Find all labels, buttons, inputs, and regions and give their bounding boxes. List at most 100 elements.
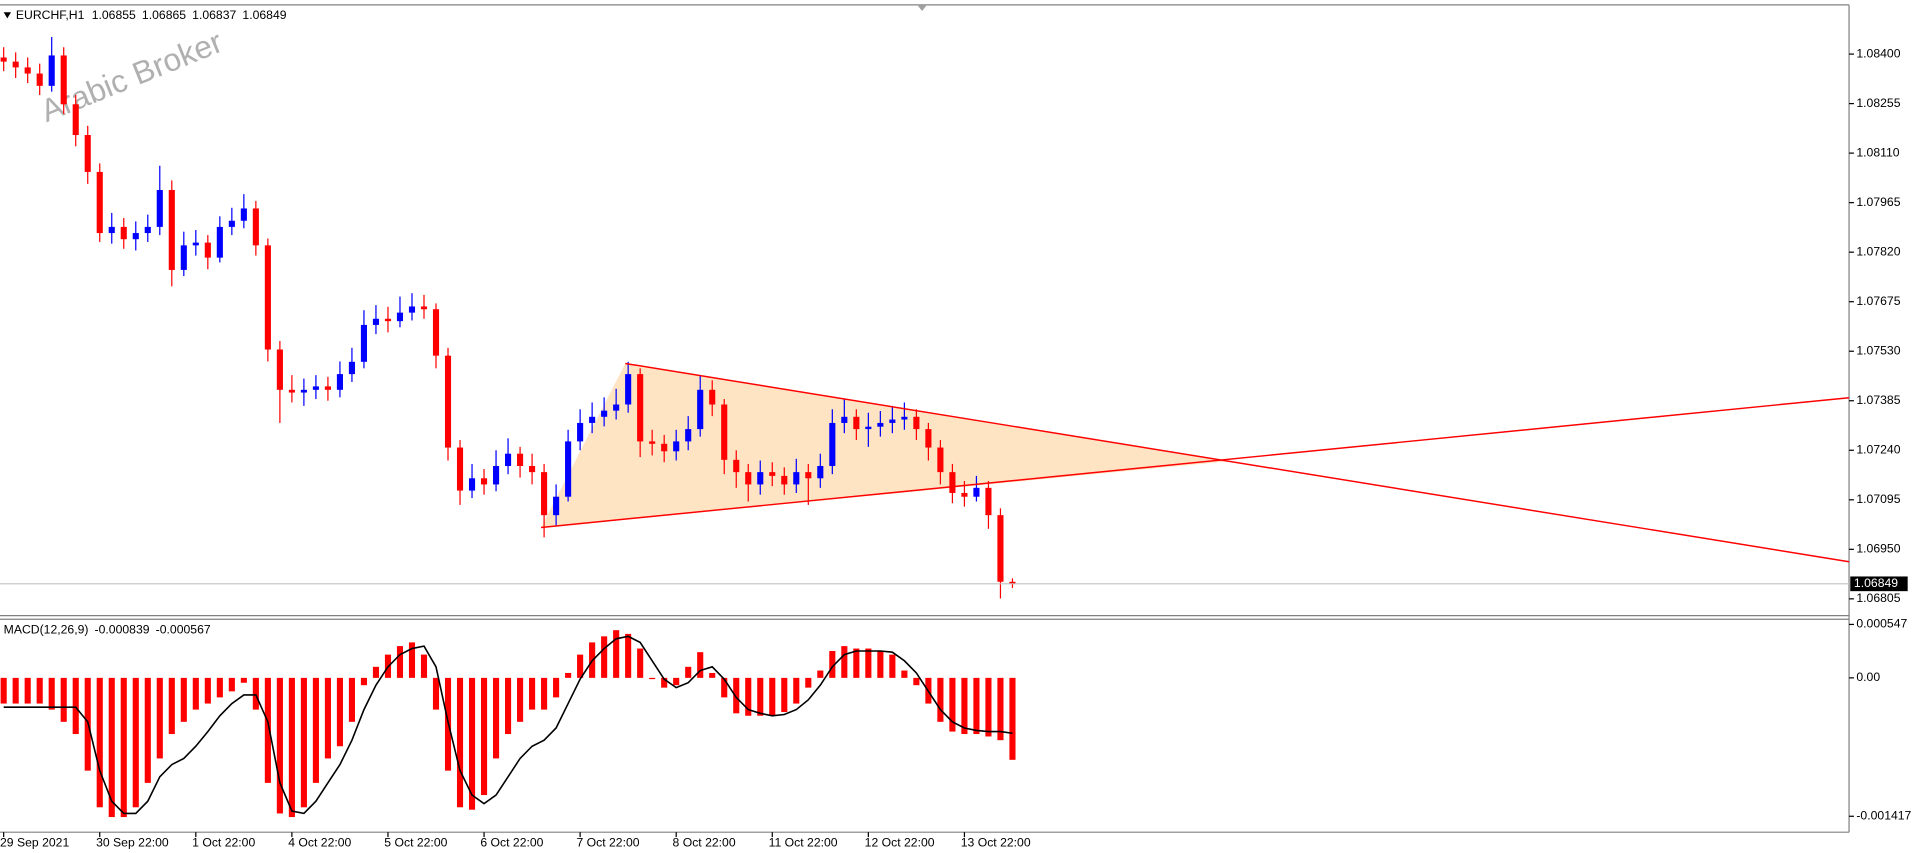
open-value: 1.06855: [92, 8, 136, 22]
candle-body: [192, 242, 199, 246]
macd-bar: [180, 677, 187, 722]
macd-bar: [601, 636, 608, 678]
trendline: [625, 362, 1850, 563]
y-tick-label: 1.08255: [1856, 96, 1900, 110]
macd-bar: [805, 677, 812, 688]
indicator-title: MACD(12,26,9): [4, 622, 89, 636]
x-tick-label: 5 Oct 22:00: [384, 835, 447, 849]
macd-bar: [661, 677, 668, 688]
x-tick-label: 7 Oct 22:00: [576, 835, 639, 849]
candle-body: [961, 492, 968, 497]
macd-bar: [757, 677, 764, 716]
candle-body: [865, 426, 872, 430]
candle-body: [288, 389, 295, 393]
candle-body: [901, 416, 908, 420]
candle-body: [144, 226, 151, 234]
candle-body: [913, 416, 920, 430]
x-tick-label: 4 Oct 22:00: [288, 835, 351, 849]
candle-body: [12, 61, 19, 68]
candle-body: [517, 453, 524, 466]
macd-bar: [36, 677, 43, 704]
y-tick-label: 1.07965: [1856, 195, 1900, 209]
candle-body: [565, 441, 572, 497]
candle-body: [96, 171, 103, 234]
candle-body: [240, 208, 247, 221]
macd-bar: [673, 677, 680, 686]
x-tick-label: 6 Oct 22:00: [480, 835, 543, 849]
macd-bar: [24, 677, 31, 704]
macd-bar: [120, 677, 127, 818]
candle-body: [300, 389, 307, 393]
candle-body: [649, 441, 656, 444]
close-value: 1.06849: [242, 8, 286, 22]
y-tick-label: 1.06805: [1856, 591, 1900, 605]
macd-bar: [853, 648, 860, 678]
macd-bar: [745, 677, 752, 716]
menu-arrow[interactable]: [3, 12, 11, 19]
high-value: 1.06865: [142, 8, 186, 22]
chart-header: EURCHF,H1 1.06855 1.06865 1.06837 1.06849: [16, 8, 287, 22]
macd-bar: [877, 650, 884, 678]
macd-bar: [60, 677, 67, 722]
candle-body: [1009, 581, 1016, 584]
macd-bar: [565, 672, 572, 678]
macd-bar: [132, 677, 139, 808]
candle-body: [216, 226, 223, 258]
macd-bar: [913, 677, 920, 686]
candle-body: [0, 57, 7, 62]
macd-bar: [312, 677, 319, 783]
macd-bar: [865, 648, 872, 678]
macd-bar: [697, 652, 704, 678]
y-tick-label: 1.07530: [1856, 343, 1900, 357]
macd-bar: [480, 677, 488, 796]
macd-bar: [541, 677, 548, 710]
candle-body: [793, 472, 800, 485]
x-tick-label: 13 Oct 22:00: [961, 835, 1031, 849]
macd-bar: [204, 677, 211, 704]
macd-bar: [769, 677, 776, 716]
macd-bar: [264, 677, 271, 783]
price-layer: 1.08400 1.08255 1.08110 1.07965 1.07820 1.076…: [0, 37, 1908, 605]
macd-bar: [625, 633, 632, 678]
macd-bar: [432, 677, 440, 710]
candle-body: [841, 416, 848, 423]
low-value: 1.06837: [192, 8, 236, 22]
candle-body: [228, 220, 235, 227]
macd-bar: [577, 654, 584, 678]
x-tick-label: 8 Oct 22:00: [673, 835, 736, 849]
candle-body: [997, 515, 1004, 582]
candle-body: [637, 374, 644, 442]
y-tick-label: 1.07820: [1856, 244, 1900, 258]
macd-bar: [937, 677, 944, 722]
macd-bar: [889, 654, 896, 678]
macd-bar: [108, 677, 115, 818]
macd-bar: [144, 677, 151, 783]
macd-bar: [505, 677, 512, 735]
macd-bar: [372, 666, 380, 678]
macd-bar: [468, 677, 476, 810]
candle-body: [480, 478, 488, 485]
candle-body: [324, 386, 331, 390]
macd-bar: [96, 677, 103, 808]
candle-body: [577, 422, 584, 442]
candle-body: [384, 318, 392, 322]
candle-body: [420, 306, 428, 310]
candle-body: [180, 245, 187, 270]
candle-body: [625, 374, 632, 405]
last-price-box: [1850, 576, 1908, 592]
candle-body: [613, 404, 620, 411]
candle-body: [168, 190, 175, 270]
macd-bar: [252, 677, 259, 710]
candle-body: [673, 441, 680, 452]
macd-bar: [517, 677, 524, 722]
candle-body: [120, 226, 127, 240]
candle-body: [72, 104, 79, 136]
macd-bar: [420, 654, 428, 678]
macd-bar: [240, 677, 247, 683]
candle-body: [396, 312, 404, 322]
candle-body: [408, 306, 416, 313]
macd-bar: [456, 677, 464, 808]
candle-body: [769, 472, 776, 476]
macd-bar: [613, 630, 620, 678]
